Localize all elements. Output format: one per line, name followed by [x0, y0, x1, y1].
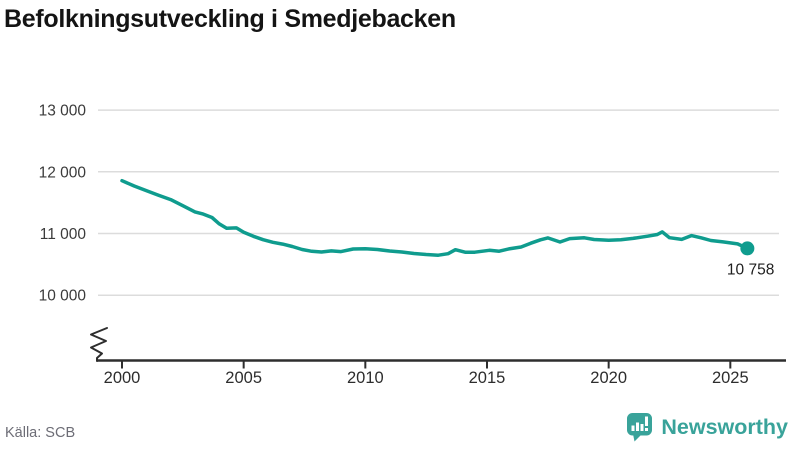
y-tick-label: 13 000 — [39, 103, 87, 120]
gridlines — [98, 109, 779, 296]
latest-value-marker — [740, 241, 755, 256]
y-tick-label: 11 000 — [40, 226, 87, 243]
x-tick-label: 2000 — [104, 369, 141, 387]
newsworthy-logo[interactable]: Newsworthy — [626, 412, 788, 442]
latest-value-label: 10 758 — [727, 261, 774, 278]
source-label: Källa: SCB — [5, 425, 76, 441]
population-series-line — [120, 178, 750, 257]
x-tick-label: 2025 — [712, 369, 749, 387]
series-layer: 10 758 — [120, 178, 774, 278]
newsworthy-logo-icon — [627, 413, 653, 442]
x-axis: 2000 2005 2010 2015 2020 2025 — [97, 359, 786, 387]
x-tick-label: 2015 — [469, 369, 506, 387]
y-tick-label: 12 000 — [39, 164, 87, 181]
x-tick-label: 2010 — [347, 369, 384, 387]
y-axis-labels: 13 000 12 000 11 000 10 000 — [39, 103, 87, 305]
chart-title: Befolkningsutveckling i Smedjebacken — [4, 5, 456, 33]
x-tick-label: 2020 — [590, 369, 627, 387]
newsworthy-logo-text: Newsworthy — [661, 414, 788, 439]
axis-break-icon — [90, 327, 108, 362]
x-tick-label: 2005 — [225, 369, 262, 387]
y-tick-label: 10 000 — [39, 288, 87, 305]
